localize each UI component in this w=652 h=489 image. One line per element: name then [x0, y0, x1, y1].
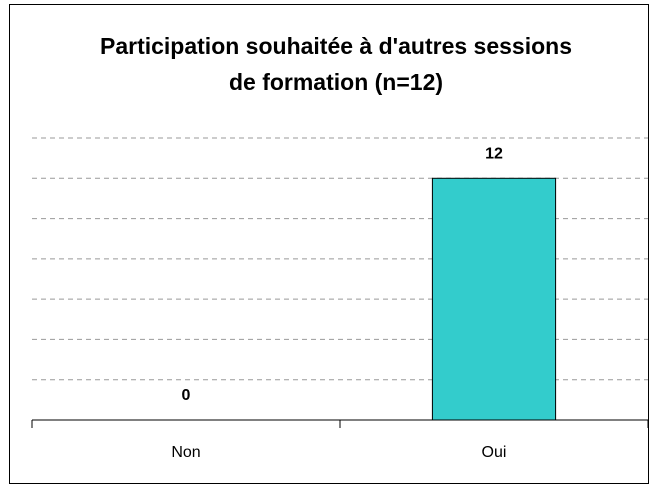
- chart-title: Participation souhaitée à d'autres sessi…: [99, 33, 573, 95]
- x-tick-label: Non: [171, 444, 200, 461]
- x-tick-label: Oui: [482, 444, 507, 461]
- bar: [431, 177, 557, 421]
- value-label: 0: [182, 387, 191, 404]
- value-label: 12: [485, 146, 503, 163]
- chart-frame: [9, 4, 649, 484]
